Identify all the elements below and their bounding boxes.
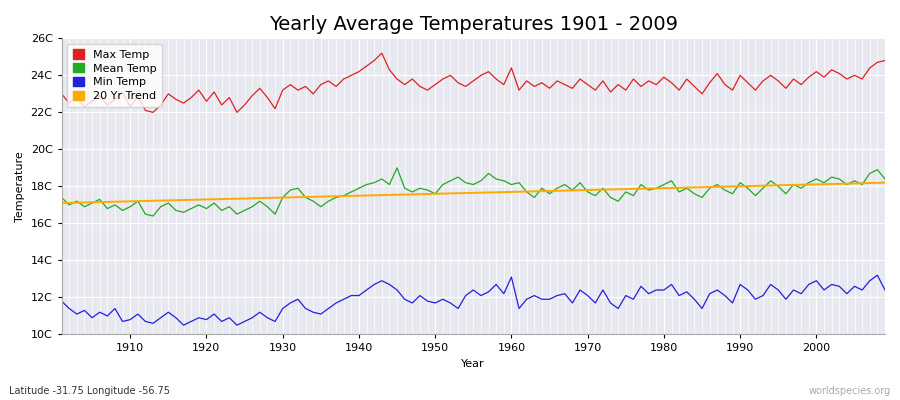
Min Temp: [605, 300, 616, 305]
Min Temp: [506, 275, 517, 280]
Mean Temp: [613, 199, 624, 204]
Text: Latitude -31.75 Longitude -56.75: Latitude -31.75 Longitude -56.75: [9, 386, 170, 396]
Min Temp: [292, 297, 303, 302]
Max Temp: [514, 88, 525, 92]
Max Temp: [879, 58, 890, 63]
Line: Max Temp: Max Temp: [61, 53, 885, 112]
Mean Temp: [117, 208, 128, 213]
Min Temp: [879, 288, 890, 292]
Max Temp: [613, 82, 624, 87]
Max Temp: [292, 88, 303, 92]
Max Temp: [148, 110, 158, 115]
Min Temp: [178, 323, 189, 328]
Y-axis label: Temperature: Temperature: [15, 151, 25, 222]
Mean Temp: [392, 166, 402, 170]
Mean Temp: [879, 176, 890, 181]
Min Temp: [56, 299, 67, 304]
Min Temp: [514, 306, 525, 311]
Min Temp: [117, 319, 128, 324]
Legend: Max Temp, Mean Temp, Min Temp, 20 Yr Trend: Max Temp, Mean Temp, Min Temp, 20 Yr Tre…: [68, 44, 162, 107]
Text: worldspecies.org: worldspecies.org: [809, 386, 891, 396]
Mean Temp: [521, 190, 532, 194]
Line: Min Temp: Min Temp: [61, 275, 885, 325]
X-axis label: Year: Year: [462, 359, 485, 369]
Max Temp: [376, 51, 387, 56]
Max Temp: [56, 92, 67, 96]
Min Temp: [338, 297, 349, 302]
Max Temp: [521, 78, 532, 83]
Mean Temp: [514, 180, 525, 185]
Title: Yearly Average Temperatures 1901 - 2009: Yearly Average Temperatures 1901 - 2009: [269, 15, 678, 34]
Mean Temp: [148, 214, 158, 218]
Mean Temp: [56, 195, 67, 200]
Max Temp: [338, 77, 349, 82]
Mean Temp: [292, 186, 303, 191]
Min Temp: [872, 273, 883, 278]
Max Temp: [117, 90, 128, 94]
Mean Temp: [338, 193, 349, 198]
Line: Mean Temp: Mean Temp: [61, 168, 885, 216]
